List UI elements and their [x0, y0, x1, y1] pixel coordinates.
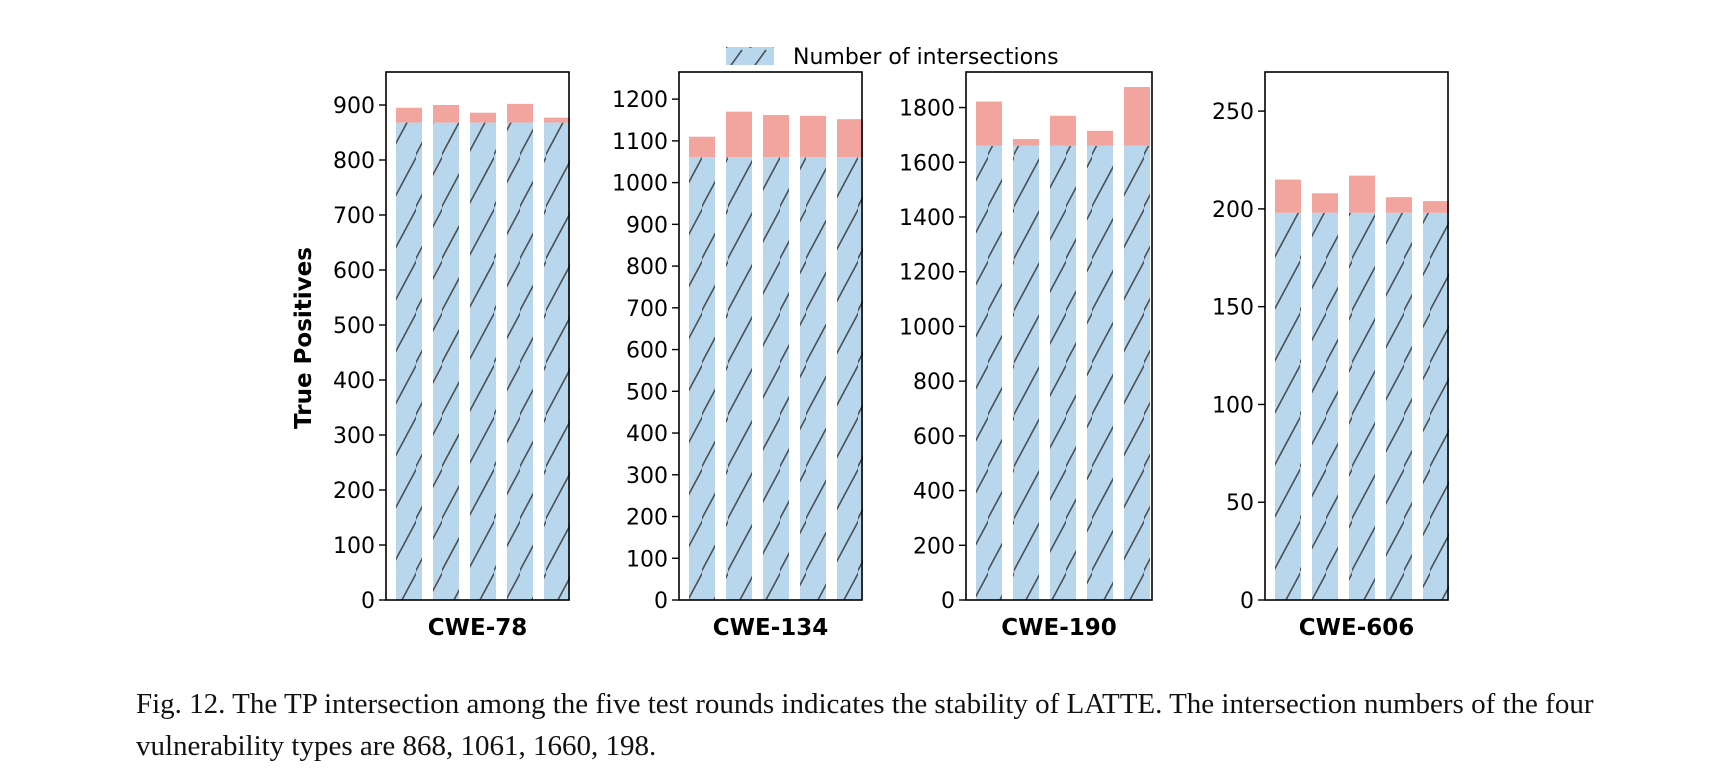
x-axis-label: CWE-190 [1001, 615, 1117, 641]
y-tick-label: 100 [333, 534, 375, 559]
x-axis-label: CWE-78 [428, 615, 528, 641]
bar-extra [763, 114, 789, 158]
y-tick-label: 0 [361, 589, 375, 614]
y-tick-label: 800 [333, 149, 375, 174]
y-tick-label: 50 [1226, 491, 1254, 516]
legend: Number of intersections [726, 45, 1059, 70]
y-tick-label: 600 [333, 259, 375, 284]
bar-extra [1013, 139, 1039, 146]
y-tick-label: 0 [1240, 589, 1254, 614]
bar-intersection [689, 157, 715, 600]
y-tick-label: 100 [1212, 393, 1254, 418]
bar-extra [726, 111, 752, 158]
bar-intersection [976, 145, 1002, 600]
bar-intersection [433, 122, 459, 600]
y-tick-label: 1000 [612, 172, 668, 197]
y-tick-label: 600 [913, 425, 955, 450]
y-tick-label: 100 [626, 547, 668, 572]
x-axis-label: CWE-134 [713, 615, 829, 641]
bar-intersection [1050, 145, 1076, 600]
bar-extra [1312, 193, 1338, 213]
bar-intersection [800, 157, 826, 600]
bar-extra [837, 119, 863, 158]
axes-frame [678, 71, 863, 601]
y-tick-label: 300 [626, 464, 668, 489]
bar-intersection [1386, 212, 1412, 601]
figure-caption: Fig. 12. The TP intersection among the f… [136, 688, 1594, 762]
y-tick-label: 900 [626, 213, 668, 238]
bar-intersection [1423, 212, 1449, 601]
bar-intersection [726, 157, 752, 600]
bar-intersection [470, 122, 496, 600]
y-tick-label: 250 [1212, 100, 1254, 125]
bar-extra [976, 101, 1002, 146]
bar-extra [689, 136, 715, 158]
y-tick-label: 150 [1212, 296, 1254, 321]
panel-cwe-606: 0 50 100 150 200 250 CWE-606 [1212, 71, 1449, 641]
bar-extra [1050, 115, 1076, 146]
bar-extra [396, 107, 422, 123]
y-tick-label: 800 [913, 370, 955, 395]
bar-intersection [1349, 212, 1375, 601]
y-tick-label: 400 [913, 480, 955, 505]
y-axis-label: True Positives [291, 247, 317, 429]
axes-frame [385, 71, 570, 601]
y-tick-label: 500 [333, 314, 375, 339]
panel-cwe-190: 0 200 400 600 800 1000 1200 1400 1600 1800 CWE-190 [899, 71, 1153, 641]
y-tick-label: 1200 [612, 88, 668, 113]
y-tick-label: 1800 [899, 97, 955, 122]
y-tick-label: 200 [913, 534, 955, 559]
y-tick-label: 400 [626, 422, 668, 447]
bar-intersection [763, 157, 789, 600]
y-tick-label: 600 [626, 339, 668, 364]
y-tick-label: 1400 [899, 206, 955, 231]
bar-extra [1386, 197, 1412, 213]
y-tick-label: 400 [333, 369, 375, 394]
legend-swatch [726, 47, 774, 65]
bar-extra [1275, 179, 1301, 213]
bar-intersection [837, 157, 863, 600]
y-tick-label: 1000 [899, 315, 955, 340]
panel-cwe-134: 0 100 200 300 400 500 600 700 800 900 1000 1100 1200… [612, 71, 863, 641]
bar-intersection [1275, 212, 1301, 601]
chart-panels: 0100200300400500600700800900CWE-78010020… [333, 71, 1449, 641]
y-tick-label: 1100 [612, 130, 668, 155]
bar-extra [544, 117, 570, 123]
bar-intersection [507, 122, 533, 600]
bar-intersection [1013, 145, 1039, 600]
y-tick-label: 500 [626, 380, 668, 405]
bar-intersection [1124, 145, 1150, 600]
bar-extra [1124, 87, 1150, 146]
y-tick-label: 1200 [899, 261, 955, 286]
y-tick-label: 900 [333, 94, 375, 119]
bar-extra [1423, 201, 1449, 213]
bar-extra [1087, 130, 1113, 146]
bar-intersection [1312, 212, 1338, 601]
y-tick-label: 700 [626, 297, 668, 322]
bar-intersection [1087, 145, 1113, 600]
y-tick-label: 200 [1212, 198, 1254, 223]
y-tick-label: 1600 [899, 151, 955, 176]
bar-extra [800, 115, 826, 158]
axes-frame [1264, 71, 1449, 601]
panel-cwe-78: 0 100 200 300 400 500 600 700 800 900 CWE-78 [333, 71, 570, 641]
y-tick-label: 200 [333, 479, 375, 504]
y-tick-label: 300 [333, 424, 375, 449]
bar-extra [507, 103, 533, 123]
y-tick-label: 800 [626, 255, 668, 280]
x-axis-label: CWE-606 [1299, 615, 1415, 641]
bar-intersection [544, 122, 570, 600]
bar-extra [433, 105, 459, 123]
bar-extra [1349, 175, 1375, 213]
y-tick-label: 700 [333, 204, 375, 229]
legend-label: Number of intersections [793, 45, 1059, 70]
bar-extra [470, 112, 496, 123]
y-tick-label: 0 [654, 589, 668, 614]
y-tick-label: 200 [626, 506, 668, 531]
axes-frame [965, 71, 1153, 601]
bar-intersection [396, 122, 422, 600]
y-tick-label: 0 [941, 589, 955, 614]
